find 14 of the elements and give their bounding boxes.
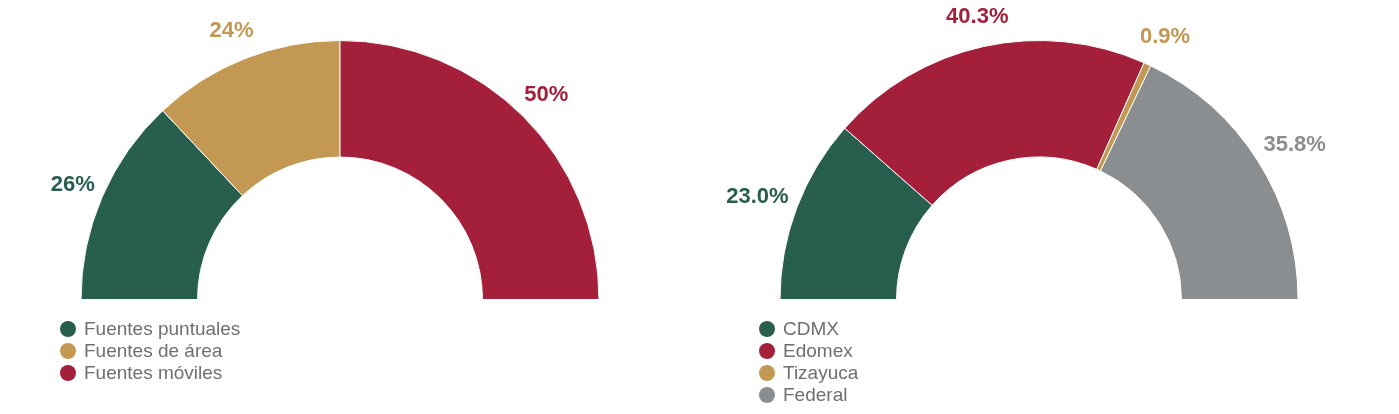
legend-label: Fuentes de área xyxy=(84,340,223,362)
data-label: 50% xyxy=(524,81,569,107)
data-label: 26% xyxy=(50,170,95,196)
legend-label: Fuentes puntuales xyxy=(84,318,241,340)
legend-label: Edomex xyxy=(783,340,853,362)
legend-label: Fuentes móviles xyxy=(84,362,223,384)
data-label: 0.9% xyxy=(1139,23,1191,49)
data-label: 24% xyxy=(209,16,254,42)
data-label: 40.3% xyxy=(946,3,1009,29)
legend-label: Tizayuca xyxy=(783,362,859,384)
data-label: 35.8% xyxy=(1263,131,1326,157)
legend-label: Federal xyxy=(783,384,848,406)
legend-label: CDMX xyxy=(783,318,839,340)
data-label: 23.0% xyxy=(726,183,789,209)
